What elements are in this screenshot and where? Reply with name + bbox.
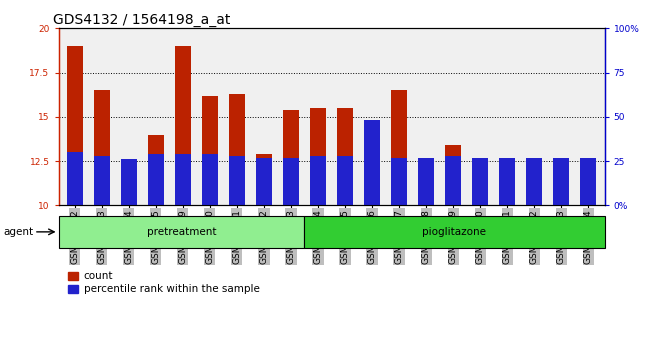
Legend: count, percentile rank within the sample: count, percentile rank within the sample	[64, 267, 263, 299]
Bar	[229, 156, 245, 205]
Bar	[175, 46, 191, 205]
Text: agent: agent	[3, 227, 33, 237]
Bar	[337, 108, 353, 205]
Bar	[418, 172, 434, 205]
Bar	[499, 158, 515, 205]
Bar	[580, 158, 597, 205]
Bar	[148, 154, 164, 205]
Bar	[472, 184, 488, 205]
Bar	[304, 216, 604, 248]
Bar	[364, 120, 380, 205]
Bar	[283, 158, 299, 205]
Bar	[526, 172, 542, 205]
Bar	[418, 158, 434, 205]
Bar	[526, 158, 542, 205]
Bar	[256, 158, 272, 205]
Bar	[499, 184, 515, 205]
Bar	[283, 110, 299, 205]
Bar	[391, 158, 407, 205]
Bar	[337, 156, 353, 205]
Bar	[310, 108, 326, 205]
Bar	[94, 90, 110, 205]
Bar	[391, 90, 407, 205]
Bar	[445, 145, 462, 205]
Text: pioglitazone: pioglitazone	[422, 227, 486, 237]
Bar	[229, 94, 245, 205]
Bar	[553, 165, 569, 205]
Bar	[94, 156, 110, 205]
Bar	[121, 159, 137, 205]
Bar	[445, 156, 462, 205]
Text: pretreatment: pretreatment	[147, 227, 216, 237]
Bar	[364, 202, 380, 205]
Bar	[310, 156, 326, 205]
Text: GDS4132 / 1564198_a_at: GDS4132 / 1564198_a_at	[53, 13, 230, 27]
Bar	[175, 154, 191, 205]
Bar	[121, 161, 137, 205]
Bar	[58, 216, 304, 248]
Bar	[66, 46, 83, 205]
Bar	[202, 96, 218, 205]
Bar	[256, 154, 272, 205]
Bar	[553, 158, 569, 205]
Bar	[472, 158, 488, 205]
Bar	[66, 152, 83, 205]
Bar	[580, 173, 597, 205]
Bar	[148, 135, 164, 205]
Bar	[202, 154, 218, 205]
